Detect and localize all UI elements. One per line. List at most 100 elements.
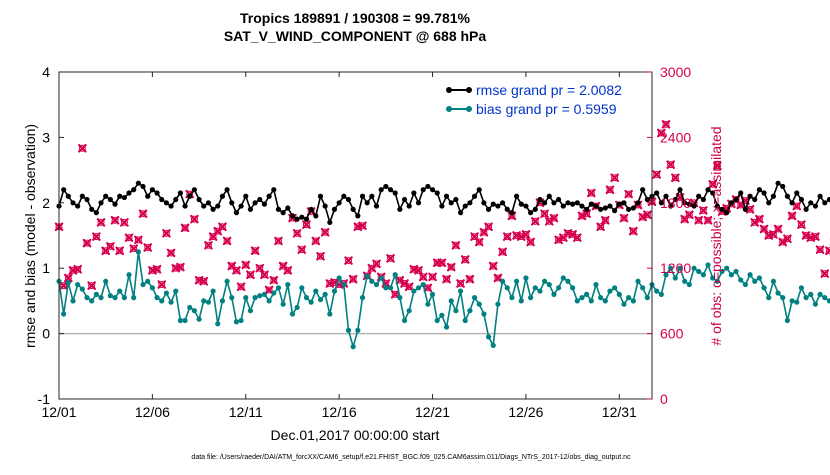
obs-assimilated-point-78 bbox=[418, 272, 428, 282]
bias-point-84 bbox=[448, 298, 454, 304]
bias-point-122 bbox=[626, 295, 632, 301]
rmse-point-116 bbox=[598, 206, 604, 212]
rmse-point-121 bbox=[621, 200, 627, 206]
rmse-point-23 bbox=[163, 200, 169, 206]
obs-assimilated-point-102 bbox=[530, 217, 540, 226]
obs-possible-point-72 bbox=[391, 290, 399, 298]
bias-point-83 bbox=[443, 324, 450, 330]
obs-possible-point-34 bbox=[214, 227, 222, 235]
obs-assimilated-point-45 bbox=[264, 285, 274, 295]
rmse-point-2 bbox=[65, 193, 71, 199]
obs-possible-point-63 bbox=[349, 275, 357, 283]
rmse-point-38 bbox=[233, 210, 240, 216]
bias-point-101 bbox=[527, 295, 534, 301]
obs-possible-point-129 bbox=[657, 129, 665, 137]
rmse-point-154 bbox=[775, 180, 781, 186]
rmse-point-101 bbox=[527, 210, 534, 216]
rmse-point-135 bbox=[686, 201, 692, 207]
obs-possible-point-29 bbox=[190, 215, 198, 223]
bias-point-74 bbox=[401, 317, 408, 324]
obs-possible-point-156 bbox=[783, 235, 791, 243]
x-tick-label-6: 12/31 bbox=[602, 404, 637, 420]
obs-assimilated-point-2 bbox=[64, 273, 73, 283]
y-left-tick-label-5: 4 bbox=[42, 64, 50, 80]
obs-assimilated-point-39 bbox=[236, 282, 246, 292]
rmse-point-45 bbox=[266, 193, 272, 199]
bias-point-153 bbox=[770, 278, 777, 284]
bias-point-36 bbox=[224, 278, 230, 284]
obs-possible-point-81 bbox=[433, 259, 441, 267]
obs-possible-point-86 bbox=[457, 279, 465, 287]
obs-possible-point-164 bbox=[821, 270, 829, 278]
rmse-series bbox=[56, 180, 830, 226]
rmse-point-163 bbox=[817, 193, 823, 199]
bias-point-47 bbox=[275, 285, 282, 291]
obs-assimilated-point-93 bbox=[488, 261, 498, 271]
obs-possible-point-46 bbox=[270, 276, 278, 284]
obs-assimilated-point-18 bbox=[138, 209, 148, 218]
obs-assimilated-point-21 bbox=[152, 264, 162, 274]
obs-possible-point-151 bbox=[760, 225, 768, 233]
obs-possible-point-39 bbox=[237, 283, 245, 291]
obs-assimilated-point-19 bbox=[143, 243, 153, 252]
obs-assimilated-point-31 bbox=[199, 276, 209, 286]
rmse-point-22 bbox=[159, 196, 165, 203]
y-left-tick-label-2: 1 bbox=[42, 260, 50, 276]
obs-assimilated-point-26 bbox=[176, 262, 185, 272]
rmse-point-51 bbox=[294, 216, 300, 222]
rmse-point-49 bbox=[285, 205, 291, 211]
obs-possible-point-102 bbox=[531, 217, 539, 225]
rmse-point-53 bbox=[303, 216, 310, 222]
bias-point-96 bbox=[504, 285, 510, 291]
x-tick-label-5: 12/26 bbox=[508, 404, 543, 420]
bias-point-114 bbox=[588, 298, 594, 304]
obs-possible-point-106 bbox=[550, 214, 558, 222]
rmse-point-107 bbox=[556, 196, 562, 203]
rmse-point-84 bbox=[448, 200, 454, 206]
obs-possible-point-7 bbox=[88, 282, 96, 290]
x-axis-label: Dec.01,2017 00:00:00 start bbox=[271, 427, 440, 443]
obs-assimilated-point-158 bbox=[792, 201, 802, 211]
x-tick-label-4: 12/21 bbox=[415, 404, 450, 420]
rmse-point-25 bbox=[173, 196, 179, 203]
bias-point-65 bbox=[359, 295, 366, 301]
obs-assimilated-point-52 bbox=[297, 245, 307, 254]
rmse-point-20 bbox=[149, 187, 155, 193]
obs-assimilated-point-82 bbox=[437, 258, 447, 268]
obs-possible-point-145 bbox=[732, 196, 740, 204]
obs-assimilated-point-38 bbox=[232, 266, 241, 275]
obs-assimilated-point-36 bbox=[222, 236, 232, 246]
rmse-point-152 bbox=[766, 200, 772, 206]
rmse-point-39 bbox=[238, 203, 244, 209]
rmse-point-71 bbox=[387, 187, 394, 193]
rmse-point-164 bbox=[822, 200, 828, 206]
obs-possible-point-85 bbox=[452, 241, 460, 249]
rmse-point-132 bbox=[672, 196, 678, 203]
obs-possible-point-6 bbox=[83, 239, 91, 247]
bias-point-92 bbox=[485, 334, 492, 340]
bias-point-20 bbox=[149, 285, 155, 291]
x-tick-label-3: 12/16 bbox=[322, 404, 357, 420]
obs-assimilated-point-160 bbox=[801, 231, 811, 240]
obs-assimilated-point-62 bbox=[344, 256, 353, 265]
bias-point-31 bbox=[201, 298, 207, 304]
bias-point-45 bbox=[266, 298, 272, 304]
rmse-point-114 bbox=[588, 201, 594, 207]
rmse-point-117 bbox=[602, 205, 608, 211]
obs-assimilated-point-113 bbox=[582, 209, 591, 218]
obs-assimilated-point-117 bbox=[601, 215, 610, 225]
bias-point-99 bbox=[518, 298, 524, 304]
obs-assimilated-point-53 bbox=[302, 220, 311, 229]
bias-point-35 bbox=[219, 298, 226, 304]
obs-assimilated-point-163 bbox=[815, 245, 825, 254]
obs-possible-point-130 bbox=[662, 120, 670, 128]
bias-point-82 bbox=[439, 312, 445, 318]
obs-possible-point-14 bbox=[120, 218, 128, 226]
y-left-tick-label-3: 2 bbox=[42, 195, 50, 211]
obs-possible-point-83 bbox=[443, 275, 451, 283]
bias-point-93 bbox=[490, 342, 496, 348]
obs-assimilated-point-80 bbox=[428, 272, 437, 282]
bias-point-133 bbox=[677, 265, 683, 271]
obs-possible-point-131 bbox=[667, 161, 675, 169]
obs-possible-point-88 bbox=[466, 275, 474, 283]
